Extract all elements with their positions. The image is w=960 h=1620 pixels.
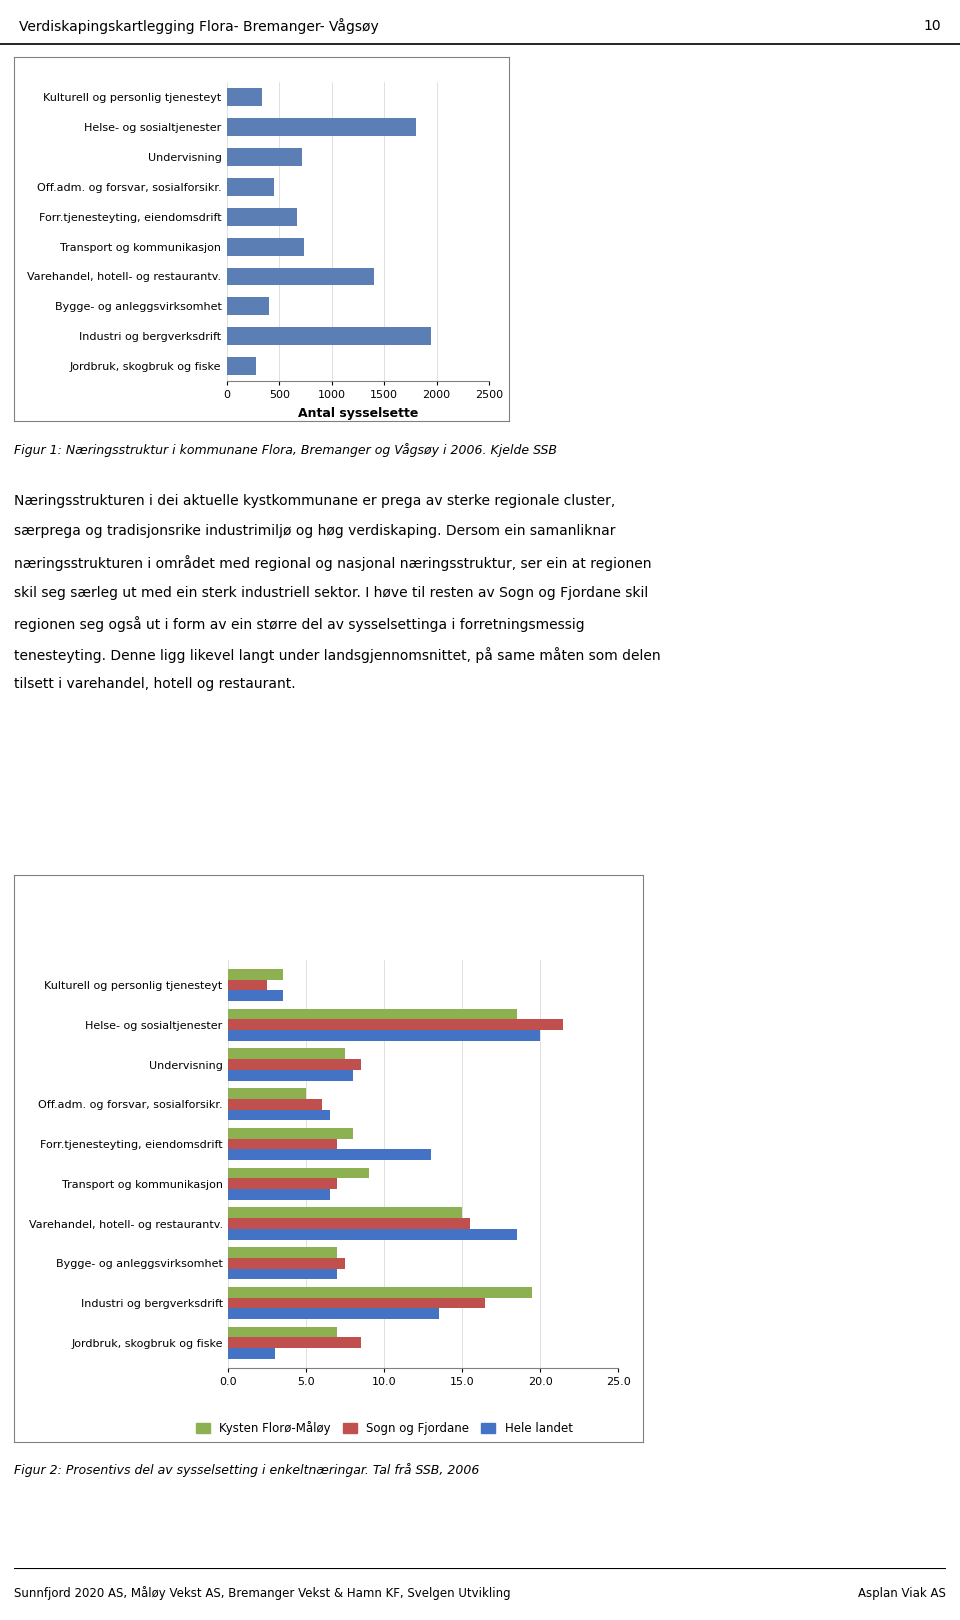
Bar — [228, 1309, 439, 1319]
Bar — [228, 969, 283, 980]
Text: næringsstrukturen i området med regional og nasjonal næringsstruktur, ser ein at: næringsstrukturen i området med regional… — [14, 556, 652, 570]
Bar — [227, 356, 256, 376]
Text: Sunnfjord 2020 AS, Måløy Vekst AS, Bremanger Vekst & Hamn KF, Svelgen Utvikling: Sunnfjord 2020 AS, Måløy Vekst AS, Brema… — [14, 1586, 511, 1601]
Text: tenesteyting. Denne ligg likevel langt under landsgjennomsnittet, på same måten : tenesteyting. Denne ligg likevel langt u… — [14, 646, 661, 663]
Text: Figur 1: Næringsstruktur i kommunane Flora, Bremanger og Vågsøy i 2006. Kjelde S: Figur 1: Næringsstruktur i kommunane Flo… — [14, 442, 558, 457]
Bar — [228, 1048, 346, 1059]
Bar — [228, 1009, 516, 1019]
Text: Verdiskapingskartlegging Flora- Bremanger- Vågsøy: Verdiskapingskartlegging Flora- Bremange… — [19, 18, 379, 34]
Bar — [228, 1019, 564, 1030]
Bar — [228, 1286, 532, 1298]
Bar — [228, 1098, 322, 1110]
Bar — [228, 1327, 337, 1338]
Text: skil seg særleg ut med ein sterk industriell sektor. I høve til resten av Sogn o: skil seg særleg ut med ein sterk industr… — [14, 586, 649, 599]
Bar — [228, 1139, 337, 1150]
Bar — [228, 1348, 275, 1359]
Bar — [228, 1207, 462, 1218]
Bar — [228, 1230, 516, 1239]
Bar — [228, 980, 267, 990]
Bar — [228, 1069, 353, 1081]
Bar — [228, 1247, 337, 1259]
Text: særprega og tradisjonsrike industrimiljø og høg verdiskaping. Dersom ein samanli: særprega og tradisjonsrike industrimiljø… — [14, 525, 616, 538]
Bar — [228, 1218, 469, 1230]
Bar — [228, 1189, 329, 1200]
Text: Næringsstrukturen i dei aktuelle kystkommunane er prega av sterke regionale clus: Næringsstrukturen i dei aktuelle kystkom… — [14, 494, 615, 507]
Bar — [227, 87, 261, 107]
Bar — [228, 1338, 361, 1348]
Bar — [227, 298, 269, 316]
Bar — [228, 1298, 486, 1309]
Bar — [228, 1259, 346, 1268]
Bar — [227, 207, 298, 225]
Bar — [227, 178, 275, 196]
Bar — [228, 1110, 329, 1121]
Bar — [228, 990, 283, 1001]
Bar — [228, 1089, 306, 1098]
Bar — [227, 267, 373, 285]
Bar — [228, 1059, 361, 1069]
Legend: Kysten Florø-Måløy, Sogn og Fjordane, Hele landet: Kysten Florø-Måløy, Sogn og Fjordane, He… — [191, 1416, 577, 1440]
Bar — [227, 147, 302, 165]
Bar — [228, 1030, 540, 1042]
Text: Figur 2: Prosentivs del av sysselsetting i enkeltnæringar. Tal frå SSB, 2006: Figur 2: Prosentivs del av sysselsetting… — [14, 1463, 480, 1477]
Text: 10: 10 — [924, 19, 941, 32]
Bar — [228, 1268, 337, 1280]
Bar — [228, 1128, 353, 1139]
Text: regionen seg også ut i form av ein større del av sysselsettinga i forretningsmes: regionen seg også ut i form av ein størr… — [14, 616, 585, 632]
Bar — [228, 1150, 431, 1160]
Bar — [228, 1168, 369, 1178]
X-axis label: Antal sysselsette: Antal sysselsette — [298, 407, 419, 420]
Text: Asplan Viak AS: Asplan Viak AS — [857, 1586, 946, 1599]
Text: tilsett i varehandel, hotell og restaurant.: tilsett i varehandel, hotell og restaura… — [14, 677, 296, 692]
Bar — [227, 327, 431, 345]
Bar — [227, 118, 416, 136]
Bar — [227, 238, 303, 256]
Bar — [228, 1178, 337, 1189]
